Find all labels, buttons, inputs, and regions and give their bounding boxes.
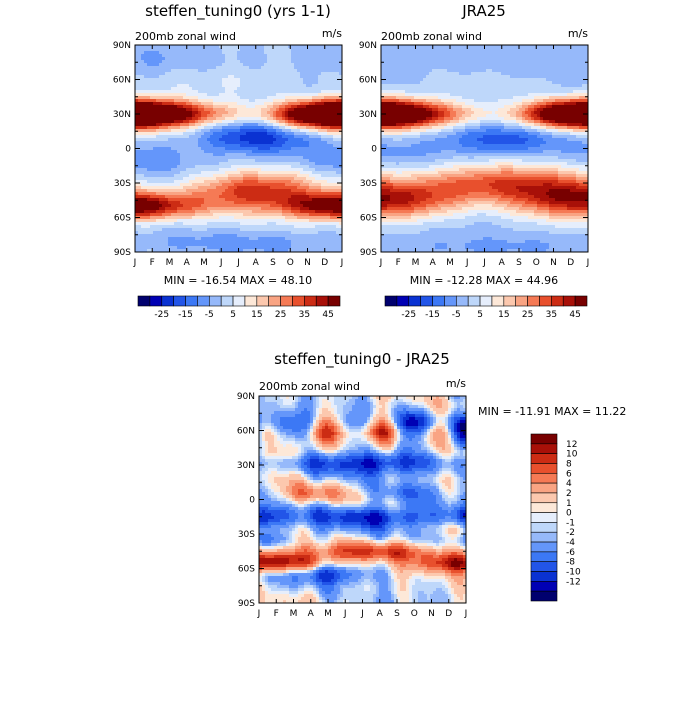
colorbar-model-swatch xyxy=(292,296,304,306)
colorbar-model-swatch xyxy=(316,296,328,306)
panel-model-x-tick-label: D xyxy=(321,258,328,268)
colorbar-model-swatch xyxy=(150,296,162,306)
panel-model-title: steffen_tuning0 (yrs 1-1) xyxy=(145,2,331,21)
colorbar-model-swatch xyxy=(328,296,340,306)
colorbar-model-label: 35 xyxy=(299,310,310,320)
colorbar-model-swatch xyxy=(174,296,186,306)
panel-model-field xyxy=(135,45,343,253)
colorbar-model-swatch xyxy=(138,296,150,306)
panel-model: steffen_tuning0 (yrs 1-1) 200mb zonal wi… xyxy=(113,2,344,320)
panel-model-y-tick-label: 30S xyxy=(114,179,131,189)
colorbar-model-label: 5 xyxy=(230,310,236,320)
panel-model-y-tick-label: 60S xyxy=(114,214,131,224)
colorbar-model-swatch xyxy=(209,296,221,306)
panel-obs-title: JRA25 xyxy=(461,2,506,20)
colorbar-model-label: -5 xyxy=(205,310,214,320)
panel-model-x-tick-label: J xyxy=(236,258,240,268)
panel-model-subtitle: 200mb zonal wind xyxy=(135,30,236,43)
panel-model-stats: MIN = -16.54 MAX = 48.10 xyxy=(164,274,312,287)
panel-model-x-tick-label: A xyxy=(253,258,260,268)
panel-model-x-tick-label: S xyxy=(270,258,276,268)
panel-obs-units: m/s xyxy=(568,27,588,40)
panel-obs-subtitle: 200mb zonal wind xyxy=(381,30,482,43)
panel-obs-field xyxy=(381,45,589,253)
colorbar-model-swatch xyxy=(281,296,293,306)
colorbar-model-label: 25 xyxy=(275,310,286,320)
colorbar-model-label: 15 xyxy=(251,310,262,320)
panel-model-y-tick-label: 90S xyxy=(114,248,131,258)
panel-model-x-tick-label: A xyxy=(184,258,191,268)
colorbar-model-swatch xyxy=(245,296,257,306)
panel-model-x-tick-label: N xyxy=(304,258,311,268)
panel-model-x-tick-label: M xyxy=(200,258,208,268)
panel-model-y-tick-label: 0 xyxy=(125,145,131,155)
colorbar-model-swatch xyxy=(162,296,174,306)
panel-model-x-tick-label: J xyxy=(340,258,344,268)
colorbar-model-swatch xyxy=(269,296,281,306)
colorbar-model-label: 45 xyxy=(322,310,333,320)
panel-model-x-tick-label: M xyxy=(166,258,174,268)
colorbar-model-swatch xyxy=(304,296,316,306)
colorbar-model-swatch xyxy=(221,296,233,306)
colorbar-model-swatch xyxy=(233,296,245,306)
panel-model-colorbar: -25 -15 -5 5 15 25 35 45 xyxy=(138,296,340,320)
colorbar-model-swatch xyxy=(186,296,198,306)
panel-model-x-tick-label: J xyxy=(133,258,137,268)
panel-model-y-tick-label: 60N xyxy=(113,76,131,86)
colorbar-model-swatch xyxy=(197,296,209,306)
panel-model-x-tick-label: J xyxy=(219,258,223,268)
panel-model-y-tick-label: 30N xyxy=(113,110,131,120)
panel-model-y-tick-label: 90N xyxy=(113,41,131,51)
panel-model-x-tick-label: O xyxy=(287,258,294,268)
colorbar-model-swatch xyxy=(257,296,269,306)
colorbar-model-label: -25 xyxy=(154,310,169,320)
panel-model-units: m/s xyxy=(322,27,342,40)
panel-model-x-tick-label: F xyxy=(150,258,155,268)
colorbar-model-label: -15 xyxy=(178,310,193,320)
